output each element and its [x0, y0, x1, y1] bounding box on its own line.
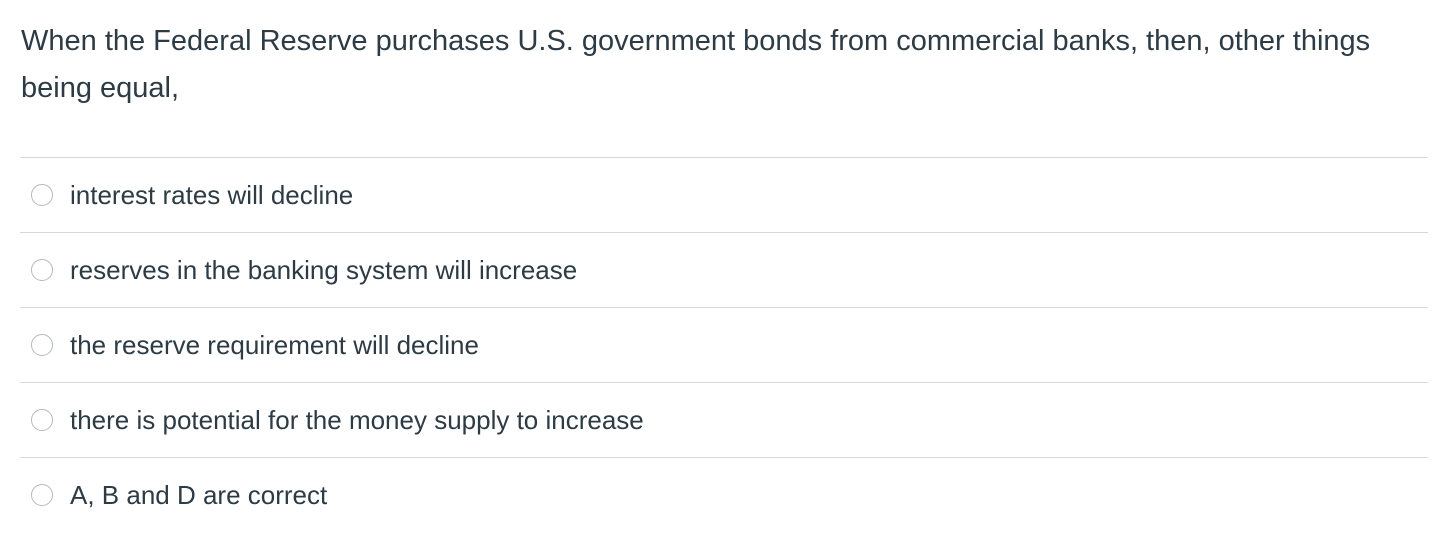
- option-label[interactable]: A, B and D are correct: [70, 479, 328, 510]
- option-label[interactable]: reserves in the banking system will incr…: [70, 254, 578, 285]
- answer-option[interactable]: there is potential for the money supply …: [20, 382, 1428, 457]
- radio-button[interactable]: [31, 334, 53, 356]
- answer-option[interactable]: reserves in the banking system will incr…: [20, 232, 1428, 307]
- option-label[interactable]: there is potential for the money supply …: [70, 404, 644, 435]
- radio-button[interactable]: [31, 484, 53, 506]
- radio-button[interactable]: [31, 409, 53, 431]
- options-list: interest rates will decline reserves in t…: [20, 157, 1428, 532]
- answer-option[interactable]: the reserve requirement will decline: [20, 307, 1428, 382]
- option-label[interactable]: interest rates will decline: [70, 179, 354, 210]
- question-text: When the Federal Reserve purchases U.S. …: [21, 25, 1371, 104]
- radio-button[interactable]: [31, 184, 53, 206]
- answer-option[interactable]: interest rates will decline: [20, 157, 1428, 232]
- radio-button[interactable]: [31, 259, 53, 281]
- answer-option[interactable]: A, B and D are correct: [20, 457, 1428, 532]
- option-label[interactable]: the reserve requirement will decline: [70, 329, 479, 360]
